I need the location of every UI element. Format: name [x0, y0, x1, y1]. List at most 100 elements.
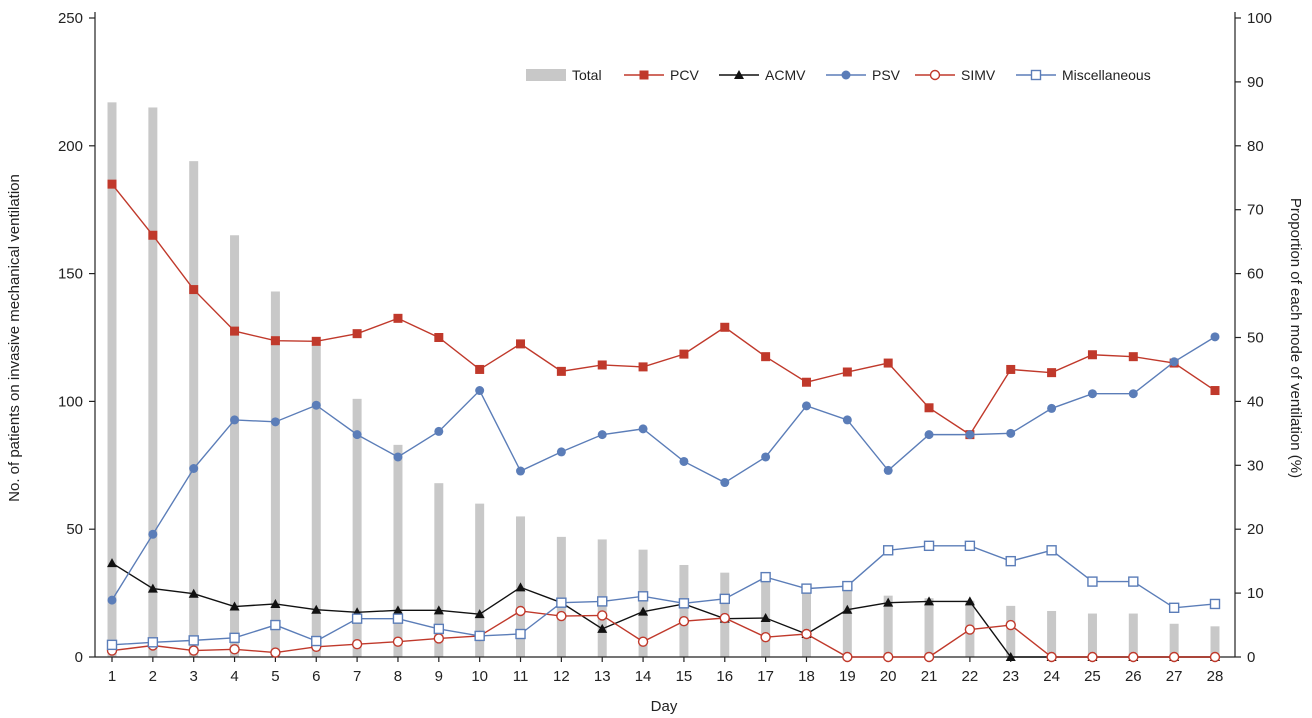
x-tick-label: 27	[1166, 668, 1183, 685]
legend: Total PCV ACMV PSV SIMV Miscellaneous	[526, 67, 1151, 83]
x-tick-label: 6	[312, 668, 320, 685]
point-pcv-day-15	[679, 349, 689, 359]
x-tick-label: 11	[513, 668, 529, 685]
point-miscellaneous-day-11	[515, 628, 526, 640]
legend-marker-miscellaneous	[1030, 69, 1042, 81]
bar-total-day-15	[679, 564, 689, 657]
point-miscellaneous-day-20	[882, 545, 894, 556]
point-acmv-day-4	[229, 601, 240, 611]
point-pcv-day-12	[556, 366, 566, 376]
x-tick-label: 7	[353, 668, 361, 685]
point-pcv-day-28	[1210, 386, 1220, 396]
point-psv-day-15	[679, 456, 689, 466]
point-psv-day-8	[393, 452, 403, 462]
point-miscellaneous-day-5	[270, 619, 281, 631]
point-pcv-day-20	[883, 358, 893, 368]
point-psv-day-11	[516, 466, 526, 476]
bar-total-day-19	[842, 590, 852, 657]
y-right-tick-label: 50	[1247, 330, 1264, 347]
point-psv-day-19	[842, 415, 852, 425]
point-simv-day-9	[433, 633, 445, 644]
point-simv-day-20	[882, 651, 894, 663]
point-simv-day-12	[556, 610, 567, 622]
point-simv-day-7	[351, 639, 363, 650]
y-right-tick-label: 20	[1247, 521, 1264, 538]
bar-total-day-23	[1006, 605, 1016, 657]
legend-marker-acmv	[734, 70, 744, 79]
point-acmv-day-21	[924, 596, 935, 606]
point-pcv-day-26	[1128, 352, 1138, 362]
point-miscellaneous-day-10	[474, 630, 485, 642]
point-psv-day-21	[924, 430, 934, 440]
point-pcv-day-25	[1087, 350, 1097, 360]
point-simv-day-17	[760, 631, 771, 643]
line-pcv	[111, 183, 1216, 436]
bar-total-day-4	[230, 235, 240, 657]
y-left-tick-label: 50	[66, 521, 83, 538]
point-pcv-day-17	[761, 352, 771, 362]
point-pcv-day-2	[148, 230, 158, 240]
y-left-tick-label: 150	[58, 266, 83, 283]
point-simv-day-14	[637, 636, 649, 647]
point-psv-day-20	[883, 465, 893, 475]
point-simv-day-13	[597, 610, 608, 621]
point-psv-day-9	[434, 426, 444, 436]
point-miscellaneous-day-6	[311, 635, 322, 647]
line-psv	[111, 336, 1216, 601]
point-simv-day-3	[188, 645, 199, 656]
bar-total-day-20	[883, 595, 893, 657]
bar-total-day-14	[638, 549, 648, 657]
point-pcv-day-21	[924, 403, 934, 413]
bar-total-day-1	[107, 102, 117, 657]
x-tick-label: 25	[1084, 668, 1101, 685]
x-tick-label: 26	[1125, 668, 1142, 685]
x-tick-label: 9	[435, 668, 443, 685]
point-pcv-day-1	[107, 179, 117, 189]
x-tick-label: 5	[271, 668, 279, 685]
y-right-tick-label: 90	[1247, 74, 1264, 91]
bar-total-day-26	[1128, 613, 1138, 657]
bar-total-day-8	[393, 444, 403, 657]
x-tick-label: 23	[1002, 668, 1019, 685]
point-miscellaneous-day-21	[923, 540, 935, 552]
y-axis-right-label: Proportion of each mode of ventilation (…	[1287, 198, 1304, 478]
point-pcv-day-9	[434, 333, 444, 342]
x-tick-label: 1	[108, 668, 116, 685]
legend-label-acmv: ACMV	[765, 67, 806, 83]
point-simv-day-27	[1168, 651, 1180, 663]
x-tick-label: 15	[676, 668, 693, 685]
line-miscellaneous	[111, 545, 1216, 646]
y-right-tick-label: 40	[1247, 393, 1264, 410]
point-psv-day-3	[189, 463, 199, 473]
point-pcv-day-5	[270, 336, 280, 346]
point-simv-day-21	[923, 651, 935, 663]
bar-total-day-21	[924, 598, 934, 657]
point-simv-day-4	[229, 644, 240, 655]
legend-label-miscellaneous: Miscellaneous	[1062, 67, 1151, 83]
point-simv-day-23	[1005, 619, 1016, 631]
point-psv-day-25	[1087, 389, 1097, 399]
point-miscellaneous-day-18	[801, 583, 812, 594]
point-psv-day-13	[597, 430, 607, 440]
point-miscellaneous-day-17	[760, 571, 771, 583]
point-pcv-day-23	[1006, 364, 1016, 374]
legend-marker-pcv	[639, 70, 649, 80]
point-miscellaneous-day-24	[1046, 545, 1057, 556]
x-tick-label: 28	[1207, 668, 1224, 685]
point-psv-day-6	[311, 400, 321, 410]
y-right-tick-label: 80	[1247, 138, 1264, 155]
point-pcv-day-13	[597, 360, 607, 370]
bar-total-day-24	[1047, 610, 1057, 657]
point-psv-day-5	[270, 417, 280, 427]
point-miscellaneous-day-25	[1087, 576, 1098, 587]
point-acmv-day-22	[964, 596, 975, 606]
x-tick-label: 17	[757, 668, 774, 685]
point-psv-day-4	[230, 415, 240, 425]
point-miscellaneous-day-2	[147, 637, 159, 648]
point-psv-day-22	[965, 430, 975, 440]
legend-label-simv: SIMV	[961, 67, 996, 83]
x-tick-label: 2	[149, 668, 157, 685]
point-miscellaneous-day-1	[106, 639, 118, 651]
point-miscellaneous-day-4	[229, 632, 240, 644]
point-acmv-day-5	[270, 598, 281, 608]
